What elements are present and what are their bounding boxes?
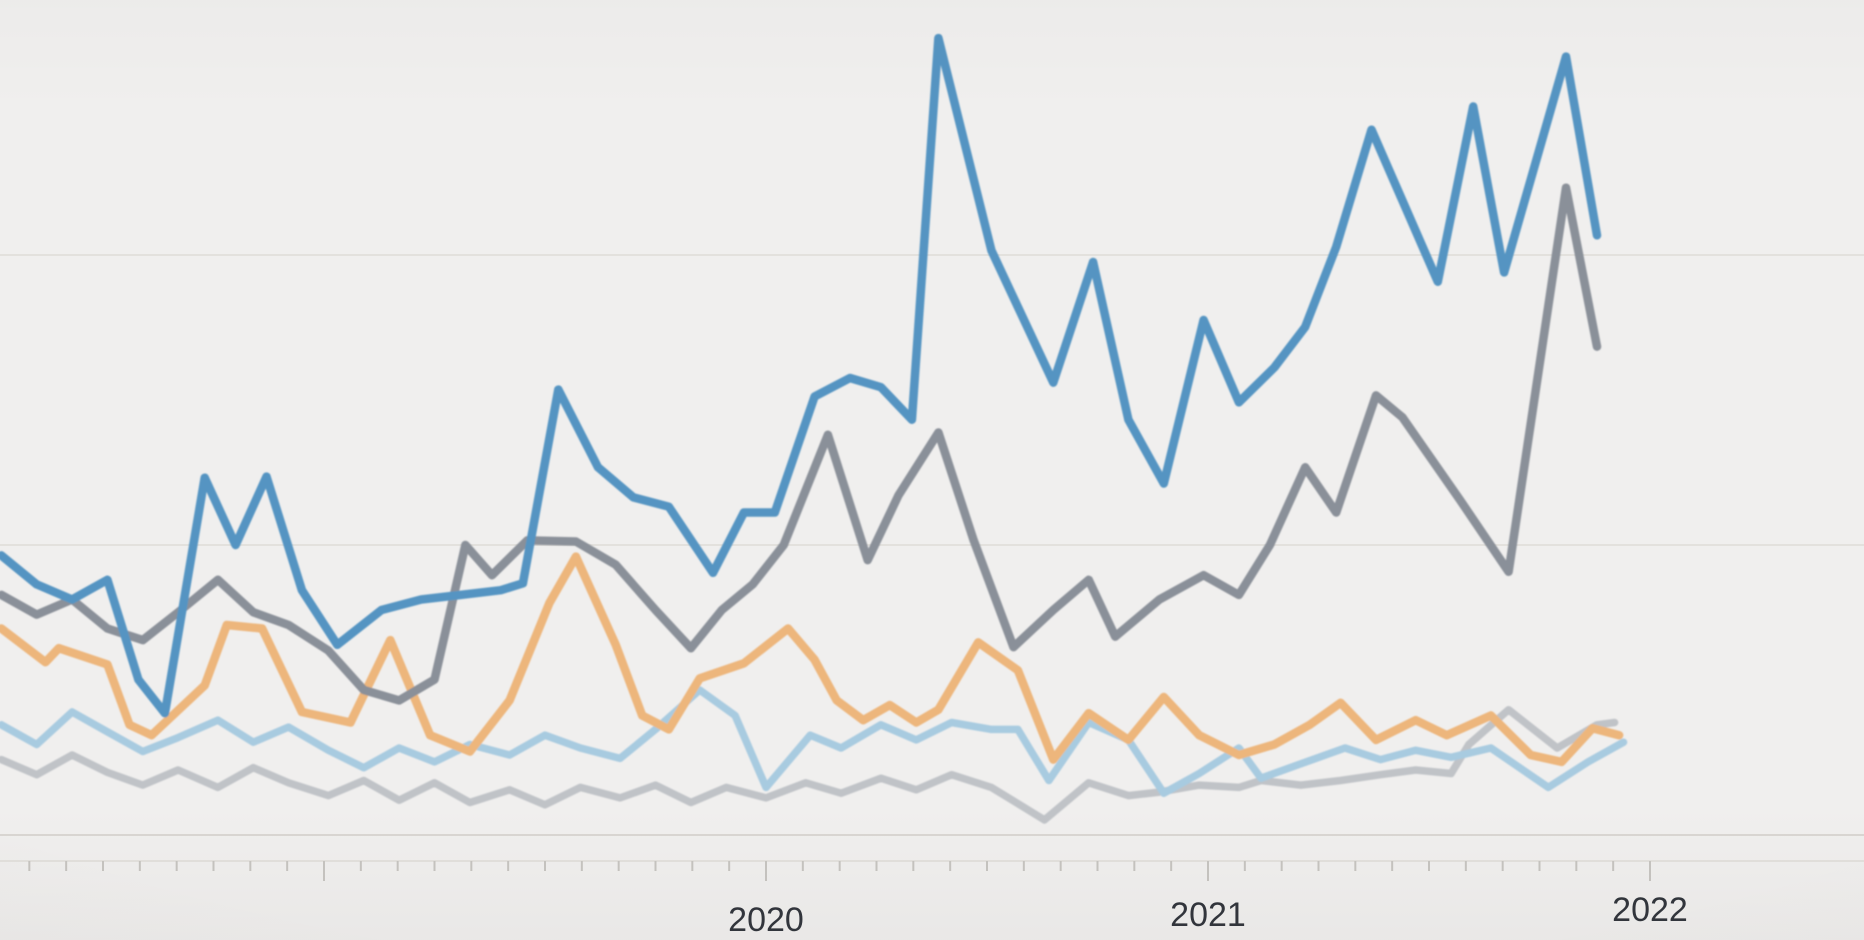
gray-series-line[interactable] (0, 183, 1602, 705)
series-lines (0, 33, 1628, 824)
x-axis-year-label-2022: 2022 (1612, 891, 1688, 929)
orange-series-line[interactable] (0, 552, 1624, 767)
x-axis-year-label-2021: 2021 (1170, 896, 1246, 934)
light-gray-series-line[interactable] (0, 705, 1619, 824)
x-axis-ticks (28, 861, 1651, 881)
x-axis-year-label-2020: 2020 (728, 901, 804, 939)
dark-blue-series-line[interactable] (0, 33, 1602, 718)
light-blue-series-line[interactable] (0, 686, 1628, 797)
